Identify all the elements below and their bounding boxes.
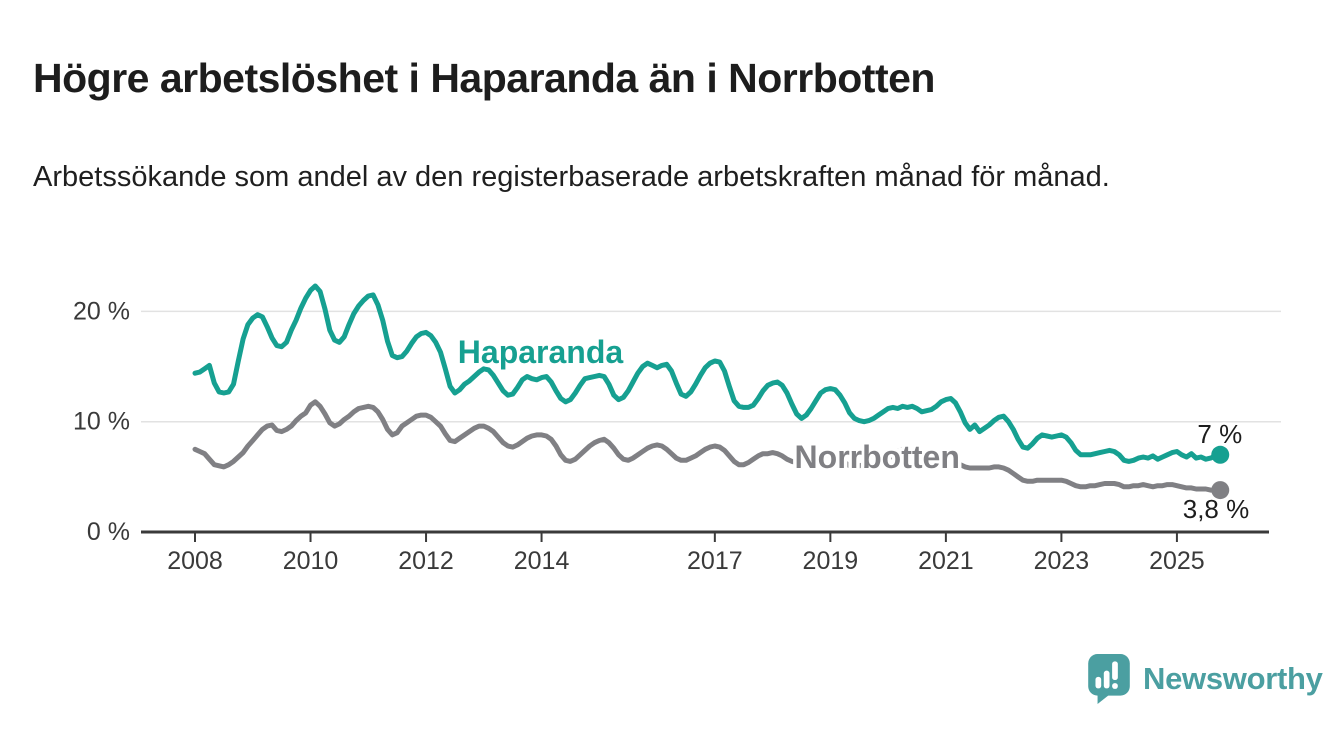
x-axis-tick-label: 2014 (514, 547, 570, 575)
series-label-haparanda: Haparanda (458, 334, 624, 370)
x-axis-tick-label: 2023 (1034, 547, 1090, 575)
end-dot-norrbotten (1211, 481, 1230, 500)
y-axis-tick-label: 10 % (73, 408, 130, 436)
x-axis-tick-label: 2012 (398, 547, 454, 575)
logo-bar-chart-glyph (1095, 661, 1118, 689)
newsworthy-logo-icon (1088, 654, 1130, 704)
x-axis-tick-label: 2010 (283, 547, 339, 575)
x-axis-tick-label: 2019 (803, 547, 859, 575)
y-axis-tick-label: 20 % (73, 297, 130, 325)
series-label-norrbotten: Norrbotten (795, 439, 960, 475)
newsworthy-logo-text: Newsworthy (1143, 661, 1323, 696)
end-dot-haparanda (1211, 445, 1230, 464)
newsworthy-logo: Newsworthy (1086, 653, 1323, 705)
x-axis-tick-label: 2008 (167, 547, 223, 575)
end-value-label-norrbotten: 3,8 % (1183, 494, 1250, 524)
page-subtitle: Arbetssökande som andel av den registerb… (33, 161, 1110, 193)
y-axis-tick-label: 0 % (87, 518, 130, 546)
x-axis-tick-label: 2017 (687, 547, 743, 575)
x-axis-tick-label: 2021 (918, 547, 974, 575)
haparanda-line (192, 283, 1223, 464)
x-axis-tick-label: 2025 (1149, 547, 1205, 575)
page-title: Högre arbetslöshet i Haparanda än i Norr… (33, 55, 935, 102)
norrbotten-line (192, 399, 1223, 493)
logo-bubble-tail (1097, 692, 1113, 704)
end-value-label-haparanda: 7 % (1197, 419, 1242, 449)
